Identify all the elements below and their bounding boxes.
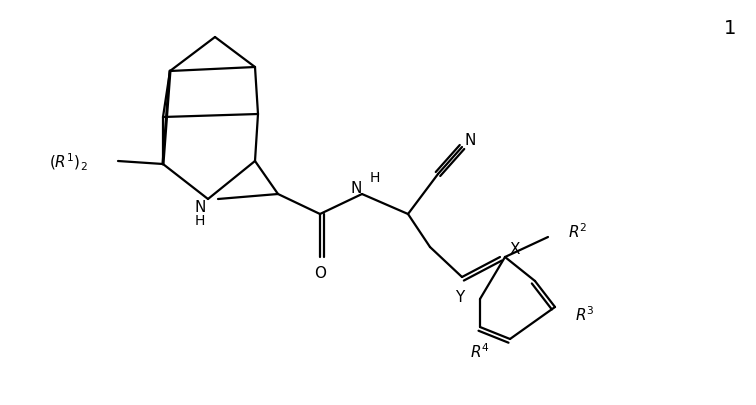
Text: Y: Y	[455, 290, 464, 305]
Text: 1: 1	[723, 19, 736, 37]
Text: H: H	[195, 213, 205, 228]
Text: $(R^1)_2$: $(R^1)_2$	[48, 151, 88, 172]
Text: $R^4$: $R^4$	[470, 342, 490, 360]
Text: $R^3$: $R^3$	[575, 305, 595, 324]
Text: X: X	[510, 242, 520, 257]
Text: $R^2$: $R^2$	[568, 222, 587, 241]
Text: N: N	[351, 180, 362, 195]
Text: O: O	[314, 266, 326, 281]
Text: H: H	[370, 171, 380, 185]
Text: N: N	[194, 199, 206, 214]
Text: N: N	[464, 132, 476, 147]
